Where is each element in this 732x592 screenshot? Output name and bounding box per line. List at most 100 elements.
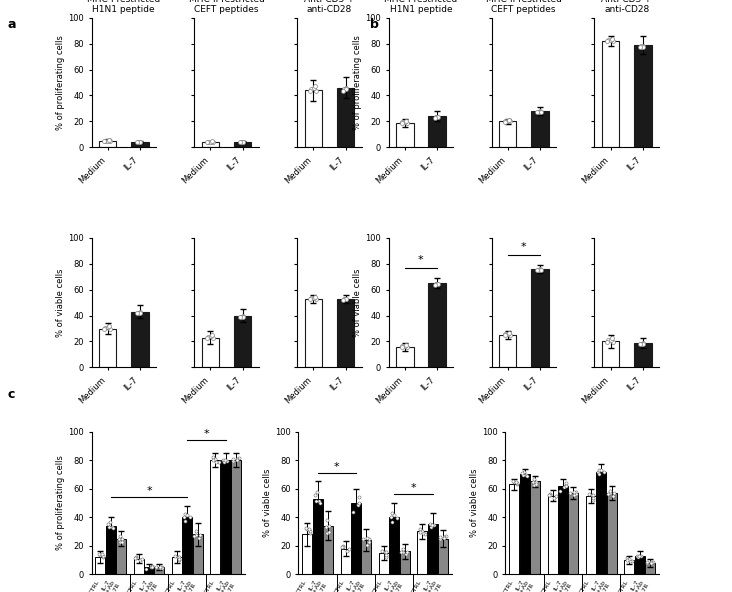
Point (179, 510, 191, 519)
Point (99, 323, 111, 333)
Point (380, 548, 392, 557)
Point (132, 308, 144, 317)
Bar (389, 517, 399, 574)
Point (564, 488, 576, 497)
Bar (635, 556, 645, 574)
Point (635, 43, 646, 52)
Point (116, 534, 127, 543)
Point (208, 453, 220, 462)
Title: MHC-II restricted
CEFT peptides: MHC-II restricted CEFT peptides (189, 0, 264, 14)
Y-axis label: % of viable cells: % of viable cells (354, 268, 362, 337)
Bar (607, 493, 616, 574)
Point (440, 532, 452, 541)
Bar (530, 481, 540, 574)
Bar (131, 311, 149, 368)
Point (510, 477, 522, 487)
Point (321, 515, 332, 525)
Title: MHC-I restricted
H1N1 peptide: MHC-I restricted H1N1 peptide (384, 0, 458, 14)
Point (636, 339, 648, 348)
Point (641, 557, 653, 567)
Point (430, 279, 441, 289)
Bar (602, 41, 619, 147)
Point (173, 552, 184, 562)
Point (157, 562, 168, 571)
Point (364, 534, 376, 543)
Point (401, 547, 413, 556)
Point (635, 551, 646, 561)
Point (621, 555, 632, 565)
Point (645, 558, 657, 568)
Point (427, 520, 438, 530)
Point (340, 295, 352, 304)
Point (113, 535, 125, 544)
Point (435, 532, 447, 542)
Point (134, 137, 146, 147)
Point (132, 137, 144, 147)
Point (205, 137, 217, 147)
Point (602, 37, 613, 46)
Point (116, 537, 128, 546)
Point (357, 535, 369, 544)
Point (146, 562, 157, 572)
Point (221, 456, 233, 465)
Point (132, 308, 143, 318)
Text: *: * (411, 483, 417, 493)
Point (228, 456, 239, 465)
Point (310, 86, 321, 95)
Point (638, 339, 649, 348)
Point (544, 490, 556, 500)
Bar (396, 347, 414, 368)
Point (550, 491, 561, 500)
Point (236, 312, 247, 321)
Point (499, 330, 511, 339)
Point (207, 137, 219, 147)
Point (527, 477, 539, 487)
Point (568, 491, 580, 500)
Title: MHC-II restricted
CEFT peptides: MHC-II restricted CEFT peptides (486, 0, 561, 14)
Bar (313, 498, 323, 574)
Point (94, 549, 105, 559)
Point (426, 520, 438, 530)
Point (305, 294, 316, 303)
Bar (634, 343, 651, 368)
Point (503, 115, 515, 125)
Point (339, 295, 351, 304)
Point (594, 469, 605, 478)
Point (641, 558, 653, 568)
Bar (379, 553, 389, 574)
Point (438, 533, 449, 543)
Point (396, 117, 408, 127)
Point (633, 551, 645, 561)
Point (102, 136, 114, 145)
Point (632, 552, 643, 561)
Bar (427, 525, 438, 574)
Point (340, 85, 352, 94)
Text: *: * (521, 242, 526, 252)
Point (430, 112, 442, 122)
Point (595, 465, 607, 475)
Point (305, 294, 316, 304)
Point (343, 544, 354, 554)
Point (170, 551, 182, 561)
Point (94, 550, 105, 559)
Point (400, 116, 412, 126)
Point (156, 563, 168, 572)
Point (503, 329, 515, 338)
Bar (99, 329, 116, 368)
Point (352, 499, 364, 509)
Point (341, 546, 353, 556)
Point (231, 455, 242, 465)
Point (504, 117, 516, 126)
Point (145, 563, 157, 572)
Point (593, 465, 605, 474)
Point (104, 517, 116, 527)
Point (173, 552, 184, 561)
Point (301, 525, 313, 534)
Point (430, 112, 441, 122)
Point (321, 529, 332, 538)
Title: MHC-I restricted
H1N1 peptide: MHC-I restricted H1N1 peptide (87, 0, 160, 14)
Point (623, 555, 635, 564)
Point (309, 81, 321, 90)
Point (97, 551, 109, 561)
Point (134, 307, 146, 317)
